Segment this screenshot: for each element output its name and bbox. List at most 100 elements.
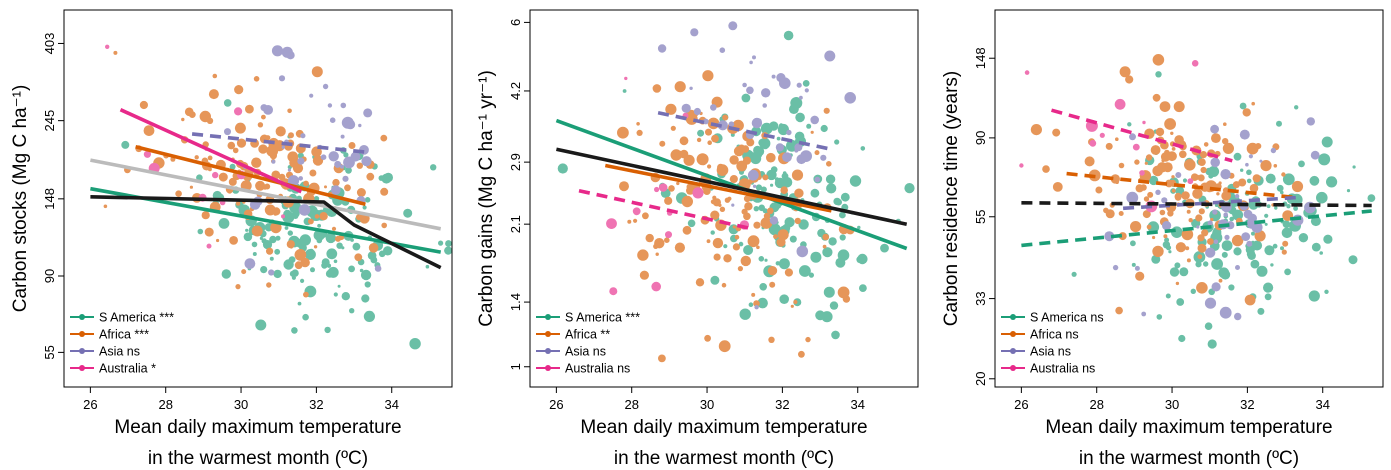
data-point [181,117,185,122]
data-point [804,88,809,93]
data-point [829,301,839,310]
data-point [374,265,382,272]
data-point [710,210,720,220]
data-point [757,297,768,309]
data-point [281,214,285,219]
x-tick-label: 32 [775,397,789,412]
data-point [299,234,311,246]
data-point [348,265,355,273]
data-point [1224,234,1230,240]
data-point [742,156,752,165]
data-point [229,163,236,170]
data-point [409,338,421,350]
data-point [309,169,317,177]
trend-line-africa [604,163,832,213]
data-point [308,248,314,254]
data-point [761,88,771,98]
data-point [767,207,774,215]
data-point [823,286,835,298]
data-point [741,208,748,215]
data-point [1155,127,1165,137]
data-point [1286,205,1290,209]
data-point [336,242,343,249]
data-point [206,117,214,125]
data-point [730,132,735,137]
data-point [1210,217,1214,222]
data-point [1130,221,1142,233]
data-point [1168,250,1172,254]
data-point [1164,118,1176,130]
data-point [747,169,759,181]
data-point [1326,176,1338,188]
y-tick-label: 1.4 [508,293,523,311]
data-point [1152,54,1165,66]
data-point [775,202,782,209]
x-tick-label: 34 [1315,397,1329,412]
legend-label: Australia ns [1030,362,1095,376]
data-point [716,164,729,176]
data-point [1152,245,1164,258]
trend-line-all [1021,201,1372,208]
legend-label: Australia * [99,362,156,376]
data-point [1134,159,1140,165]
data-point [702,118,709,125]
data-point [1238,178,1247,187]
x-axis-label-line2: in the warmest month (ºC) [1079,448,1299,469]
data-point [844,92,856,104]
x-tick-label: 30 [1165,397,1179,412]
data-point [681,195,693,208]
x-tick-label: 32 [1240,397,1254,412]
data-point [1230,193,1236,199]
data-point [175,190,182,197]
data-point [1234,194,1240,199]
data-point [794,188,804,198]
x-tick-label: 26 [1014,397,1028,412]
data-point [327,266,339,278]
data-point [1147,221,1160,233]
data-point [665,231,672,239]
data-point [794,143,803,152]
trend-line-asia [1122,195,1297,211]
data-point [1175,281,1180,286]
data-point [1174,262,1181,269]
data-point [1024,70,1030,75]
data-point [197,228,204,235]
data-point [444,246,452,255]
data-point [1280,246,1284,251]
data-point [1281,249,1287,255]
data-point [826,183,837,194]
data-point [269,152,277,160]
y-tick-label: 33 [973,291,988,305]
data-point [609,287,618,296]
point-cloud [557,21,915,363]
data-point [403,208,413,218]
data-point [786,129,792,136]
data-point [236,138,247,148]
data-point [1218,267,1230,279]
data-point [1161,197,1168,204]
data-point [241,269,247,275]
data-point [1310,216,1321,227]
data-point [790,97,803,109]
legend-label: Australia ns [565,362,630,376]
data-point [261,114,266,120]
data-point [294,249,307,261]
data-point [766,152,776,163]
legend-label: S America *** [99,311,174,325]
trend-line-all [90,158,442,231]
data-point [800,266,808,274]
data-point [1220,169,1231,180]
data-point [1204,322,1213,331]
data-point [823,107,830,114]
data-point [255,319,267,331]
data-point [1159,209,1166,216]
data-point [759,283,767,291]
data-point [1205,167,1213,176]
data-point [1218,278,1223,283]
data-point [1246,178,1252,184]
data-point [269,256,274,261]
data-point [760,122,773,135]
data-point [234,122,246,134]
panel-stocks: 26 28 30 32 34 55 90 148 245 403 Mean daily maximu… [10,9,453,469]
data-point [1222,187,1230,194]
